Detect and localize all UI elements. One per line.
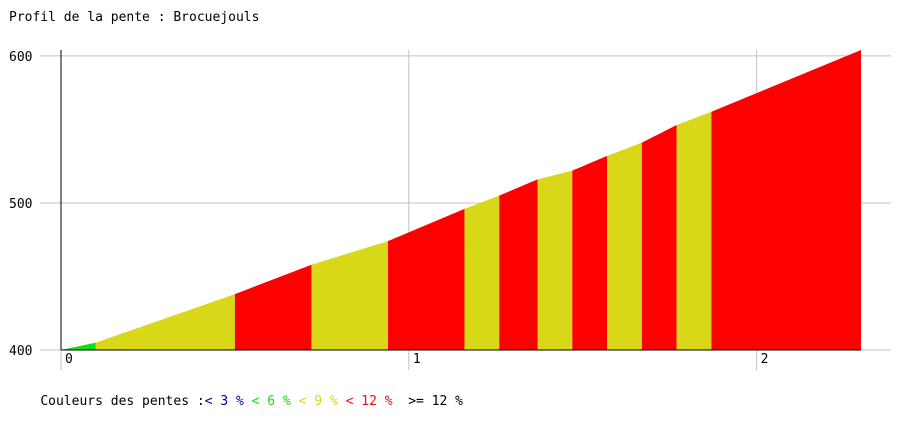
legend-prefix: Couleurs des pentes : — [40, 394, 205, 409]
profile-segment — [537, 170, 573, 350]
y-tick-label: 500 — [9, 197, 32, 212]
profile-segment — [641, 125, 677, 350]
profile-segment — [711, 50, 861, 350]
legend-item-lt6: < 6 % — [251, 394, 291, 409]
x-tick-label: 2 — [761, 352, 769, 367]
profile-segment — [572, 155, 608, 350]
y-tick-label: 400 — [9, 344, 32, 359]
y-tick-label: 600 — [9, 50, 32, 65]
legend-item-ge12: >= 12 % — [408, 394, 464, 409]
x-tick-label: 1 — [413, 352, 421, 367]
legend-item-lt9: < 9 % — [298, 394, 338, 409]
legend-item-lt3: < 3 % — [204, 394, 244, 409]
profile-segment — [234, 264, 312, 350]
profile-segments — [61, 50, 861, 350]
profile-segment — [607, 142, 642, 350]
tick-labels: 0 1 2 400 500 600 — [9, 50, 768, 367]
profile-segment — [311, 241, 388, 350]
profile-segment — [464, 195, 500, 350]
x-tick-label: 0 — [65, 352, 73, 367]
profile-segment — [95, 294, 235, 350]
slope-profile-chart: Profil de la pente : Brocuejouls 0 1 2 400 5… — [9, 10, 891, 409]
profile-segment — [676, 111, 712, 350]
profile-segment — [387, 208, 465, 350]
slope-legend: Couleurs des pentes :< 3 % < 6 % < 9 % <… — [9, 379, 463, 424]
profile-segment — [61, 342, 96, 350]
legend-item-lt12: < 12 % — [345, 394, 393, 409]
axes — [60, 50, 861, 351]
chart-canvas: 0 1 2 400 500 600 — [9, 50, 891, 370]
chart-title: Profil de la pente : Brocuejouls — [9, 10, 260, 25]
profile-segment — [499, 179, 538, 350]
